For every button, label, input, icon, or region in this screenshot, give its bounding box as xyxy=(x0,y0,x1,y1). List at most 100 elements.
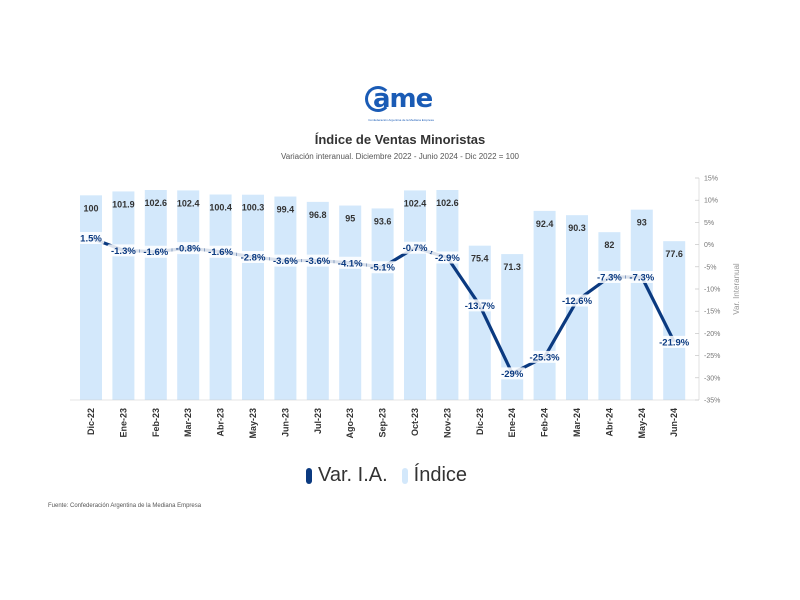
y-right-tick-label: 5% xyxy=(704,220,714,227)
bar-indice xyxy=(177,190,200,400)
line-label: -21.9% xyxy=(659,337,690,348)
x-tick-label: Mar-23 xyxy=(183,408,193,437)
x-tick-label: Mar-24 xyxy=(572,408,582,437)
line-label-bg xyxy=(204,245,237,258)
line-label: -3.6% xyxy=(305,256,330,267)
line-label: -29% xyxy=(501,369,524,380)
line-label-bg xyxy=(655,335,693,348)
y-right-tick-label: -25% xyxy=(704,353,720,360)
bar-indice xyxy=(144,190,167,400)
line-label-bg xyxy=(334,256,367,269)
x-tick-label: Sep-23 xyxy=(378,408,388,438)
line-label: -1.6% xyxy=(208,247,233,258)
line-label-bg xyxy=(107,244,140,257)
y-right-tick-label: -20% xyxy=(704,331,720,338)
y-right-tick-label: -35% xyxy=(704,398,720,405)
legend: Var. I.A. Índice xyxy=(306,464,481,487)
legend-label-indice: Índice xyxy=(413,464,468,486)
chart-subtitle: Variación interanual. Diciembre 2022 - J… xyxy=(281,152,519,161)
line-label-bg xyxy=(301,254,334,267)
x-tick-label: Dic-23 xyxy=(475,408,485,435)
line-label-bg xyxy=(366,261,399,274)
bar-label: 99.4 xyxy=(277,205,295,215)
x-tick-label: Feb-23 xyxy=(151,408,161,437)
line-label: -4.1% xyxy=(338,258,363,269)
bar-label: 100.4 xyxy=(209,203,232,213)
x-tick-label: May-24 xyxy=(637,408,647,439)
chart-title: Índice de Ventas Minoristas xyxy=(314,132,486,147)
line-label-bg xyxy=(558,294,596,307)
line-label-bg xyxy=(172,242,205,255)
line-label-bg xyxy=(269,254,302,267)
bar-label: 82 xyxy=(604,240,614,250)
legend-item-var: Var. I.A. xyxy=(306,464,388,487)
bar-label: 90.3 xyxy=(568,223,586,233)
line-label: -1.3% xyxy=(111,246,136,257)
line-label: -25.3% xyxy=(530,352,561,363)
bar-indice xyxy=(436,190,459,400)
logo-mark: ame xyxy=(365,84,437,118)
y-right-tick-label: 0% xyxy=(704,242,714,249)
bar-indice xyxy=(242,194,264,400)
line-label: -0.7% xyxy=(403,243,428,254)
bar-indice xyxy=(371,208,394,400)
line-label-bg xyxy=(593,271,626,284)
bar-label: 95 xyxy=(345,214,355,224)
bar-indice xyxy=(112,191,135,400)
bar-label: 93.6 xyxy=(374,216,392,226)
line-label: -7.3% xyxy=(629,273,654,284)
bar-indice xyxy=(80,195,102,400)
line-label-bg xyxy=(525,350,564,363)
line-label-bg xyxy=(625,271,658,284)
line-label: -0.8% xyxy=(176,244,201,255)
line-label: -2.9% xyxy=(435,253,460,264)
x-tick-label: Abr-23 xyxy=(216,408,226,437)
legend-swatch-line xyxy=(306,467,312,484)
x-tick-label: Ago-23 xyxy=(345,408,355,439)
bar-indice xyxy=(274,196,297,400)
bar-label: 102.6 xyxy=(145,198,168,208)
bar-indice xyxy=(209,194,232,400)
line-label-bg xyxy=(237,251,269,264)
x-tick-label: Jun-24 xyxy=(669,408,679,437)
logo-text: ame xyxy=(373,84,433,114)
x-tick-label: Abr-24 xyxy=(604,408,614,437)
bar-indice xyxy=(468,245,491,400)
x-tick-label: Ene-23 xyxy=(118,408,128,438)
logo-subtext: Confederación Argentina de la Mediana Em… xyxy=(368,118,434,122)
line-label: -13.7% xyxy=(465,301,496,312)
line-label: 1.5% xyxy=(80,233,102,244)
line-label: -3.6% xyxy=(273,256,298,267)
x-tick-label: Oct-23 xyxy=(410,408,420,436)
bar-label: 93 xyxy=(637,218,647,228)
line-label: -5.1% xyxy=(370,263,395,274)
x-tick-label: May-23 xyxy=(248,408,258,439)
line-label: -1.6% xyxy=(143,247,168,258)
legend-swatch-bar xyxy=(401,467,408,484)
bar-indice xyxy=(630,209,653,400)
bar-label: 77.6 xyxy=(665,249,683,259)
y-right-axis-title: Var. Interanual xyxy=(732,263,741,315)
x-tick-label: Nov-23 xyxy=(442,408,452,438)
x-tick-label: Feb-24 xyxy=(540,408,550,437)
x-tick-label: Ene-24 xyxy=(507,408,517,438)
bar-indice xyxy=(663,241,686,400)
line-label-bg xyxy=(461,299,499,312)
bar-label: 75.4 xyxy=(471,254,489,264)
line-label: -12.6% xyxy=(562,296,593,307)
bar-indice xyxy=(306,201,329,400)
line-label-bg xyxy=(77,231,105,244)
bar-label: 71.3 xyxy=(503,262,521,272)
y-right-tick-label: 15% xyxy=(704,176,718,183)
logo-ring-icon xyxy=(365,86,391,112)
bar-label: 102.4 xyxy=(404,198,427,208)
bar-label: 92.4 xyxy=(536,219,554,229)
bar-indice xyxy=(598,232,621,400)
y-right-tick-label: -5% xyxy=(704,264,716,271)
legend-label-var: Var. I.A. xyxy=(318,464,388,486)
bar-indice xyxy=(339,205,362,400)
line-label-bg xyxy=(431,251,464,264)
line-label-bg xyxy=(139,245,172,258)
bar-label: 100 xyxy=(83,203,98,213)
